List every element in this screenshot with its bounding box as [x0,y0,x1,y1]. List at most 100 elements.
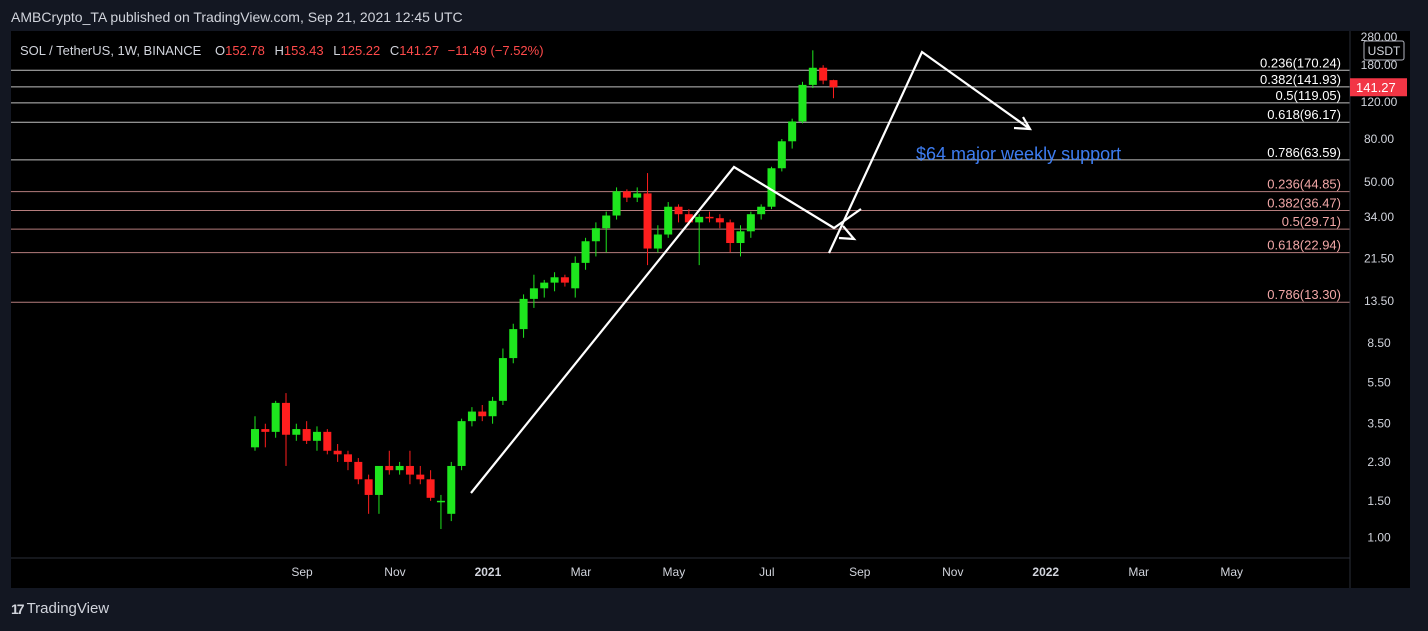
candle-body [664,206,673,235]
candle [571,256,580,298]
candle-body [261,429,270,432]
svg-text:SOL / TetherUS, 1W, BINANCE: SOL / TetherUS, 1W, BINANCE O152.78 H153… [20,43,544,58]
candle [767,166,776,210]
candle [405,450,414,485]
candle [798,81,807,124]
candle [374,465,383,514]
high-value: 153.43 [284,43,324,58]
time-tick-4: May [663,565,686,579]
candle-body [798,84,807,122]
candle [726,219,735,253]
fib-lower-label-0: 0.236(44.85) [1267,177,1341,192]
candle [261,423,270,448]
candle [705,211,714,223]
candle-body [767,168,776,207]
tradingview-logo[interactable]: 17 TradingView [11,600,109,617]
currency-label: USDT [1368,44,1401,58]
low-label: L [333,43,340,58]
time-tick-3: Mar [571,565,592,579]
fib-upper-label-2: 0.5(119.05) [1275,88,1341,103]
candle-body [395,465,404,471]
candle [498,348,507,405]
fib-lower-label-2: 0.5(29.71) [1282,214,1341,229]
trend-arrow-drawing-2 [828,50,1031,254]
candle [715,214,724,229]
candle-body [757,206,766,215]
candle-body [674,206,683,215]
fib-upper-label-4: 0.786(63.59) [1267,145,1341,160]
price-tick-10: 3.50 [1367,417,1391,431]
open-label: O [215,43,225,58]
candle-body [251,429,259,448]
candle-body [736,231,745,244]
candle-body [705,216,714,219]
candle [312,426,321,451]
last-price-label: 141.27 [1356,80,1396,95]
candle [736,225,745,257]
candle [426,470,435,501]
change-value: −11.49 (−7.52%) [448,43,544,58]
price-tick-9: 5.50 [1367,376,1391,390]
fib-levels [11,69,1350,303]
candle-body [622,191,631,198]
price-tick-8: 8.50 [1367,336,1391,350]
candle [343,450,352,471]
candle [695,214,704,266]
candle-body [457,421,466,466]
candle [271,400,280,438]
candle [643,173,652,266]
currency-badge [1363,40,1405,61]
candle-body [695,216,704,223]
time-tick-1: Nov [384,565,405,579]
candle-body [436,500,445,503]
candle [364,474,373,514]
candle [467,407,476,427]
time-tick-5: Jul [759,565,774,579]
candle-body [426,479,435,498]
candle [757,204,766,220]
candle [281,393,290,466]
price-tick-2: 120.00 [1361,95,1398,109]
candle-body [467,411,476,422]
candle [509,323,518,364]
candle-body [354,461,363,480]
symbol-label: SOL / TetherUS, 1W, BINANCE [20,43,202,58]
price-tick-5: 34.00 [1364,210,1394,224]
candle-body [633,193,642,198]
candle-body [488,400,497,417]
candle [746,211,755,238]
candle-body [777,141,786,169]
candle [808,50,817,89]
price-tick-7: 13.50 [1364,294,1394,308]
published-caption: AMBCrypto_TA published on TradingView.co… [11,9,463,25]
high-label: H [274,43,283,58]
candle-body [591,228,600,242]
candle [602,211,611,253]
candle [581,237,590,270]
candle [529,274,538,308]
candle [323,429,332,455]
candle-body [829,80,838,88]
drawings [470,50,1032,494]
chart-frame[interactable]: $64 major weekly support 0.236(170.24) 0.… [11,31,1410,588]
candle-body [550,277,559,283]
candle-body [343,454,352,462]
time-tick-8: 2022 [1032,565,1059,579]
candle [478,404,487,422]
candle [251,416,259,451]
candle-body [281,402,290,435]
candle [622,189,631,203]
candle-body [581,241,590,263]
candle-body [684,214,693,223]
price-chart[interactable]: $64 major weekly support 0.236(170.24) 0.… [11,31,1410,588]
candle-body [519,298,528,330]
time-tick-7: Nov [942,565,963,579]
fib-upper-label-0: 0.236(170.24) [1260,55,1341,70]
last-price-badge: 141.27 [1350,78,1407,97]
price-tick-11: 2.30 [1367,455,1391,469]
candle-body [726,222,735,244]
fib-lower-label-1: 0.382(36.47) [1267,195,1341,210]
candle-body [271,402,280,432]
support-annotation: $64 major weekly support [916,144,1121,164]
candle-body [653,234,662,249]
